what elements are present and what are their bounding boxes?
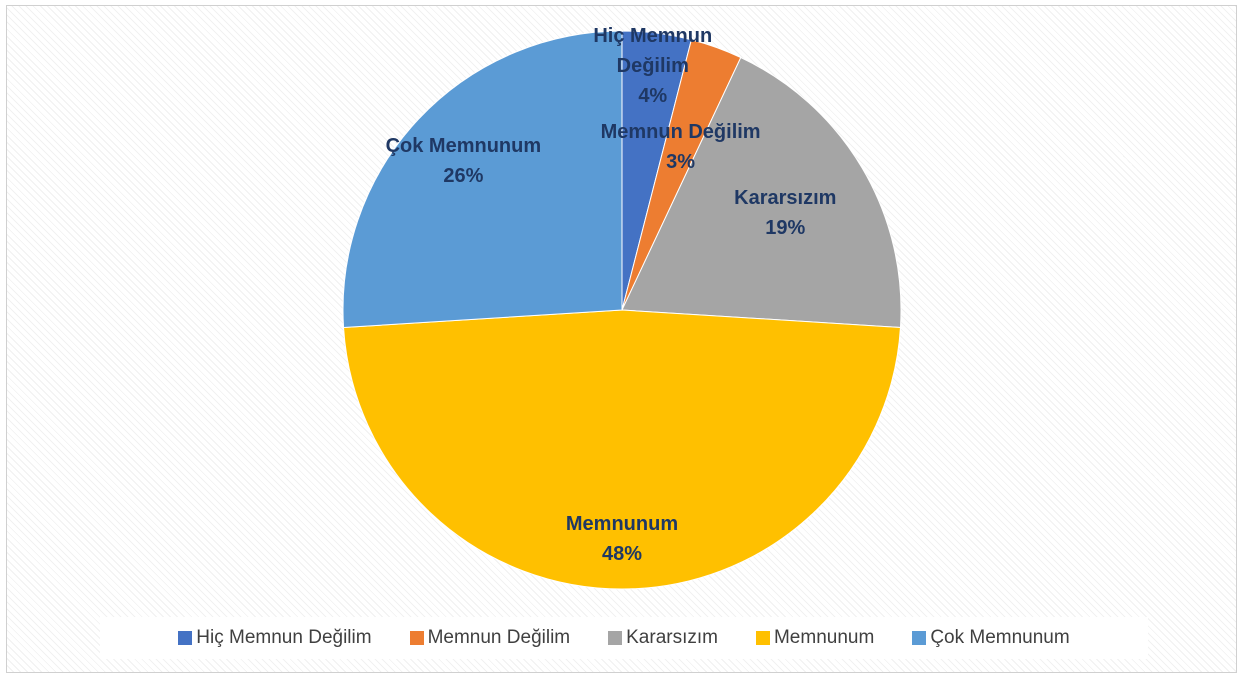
legend-swatch <box>409 631 424 645</box>
data-label-value: 26% <box>443 165 484 188</box>
legend-label: Hiç Memnun Değilim <box>196 627 372 648</box>
data-label-category: Çok Memnunum <box>385 135 542 158</box>
legend-label: Memnunum <box>773 627 875 648</box>
data-label: Memnunum 48% <box>532 509 712 569</box>
data-label-value: 3% <box>666 151 696 174</box>
legend-label: Çok Memnunum <box>930 627 1070 648</box>
legend-item: Çok Memnunum <box>912 627 1070 649</box>
data-label: Hiç Memnun Değilim 4% <box>563 21 743 111</box>
data-label-value: 4% <box>638 85 668 108</box>
legend-item: Kararsızım <box>608 627 718 649</box>
data-label: Kararsızım 19% <box>695 183 875 243</box>
pie-slice <box>621 56 902 329</box>
data-label: Memnun Değilim 3% <box>591 117 771 177</box>
legend-swatch <box>178 631 193 645</box>
pie-slice <box>343 309 901 590</box>
legend-item: Memnunum <box>755 627 875 649</box>
data-label-value: 48% <box>601 542 643 565</box>
legend-item: Memnun Değilim <box>409 627 571 649</box>
legend-swatch <box>608 631 623 645</box>
data-label-category: Kararsızım <box>734 187 837 210</box>
legend-item: Hiç Memnun Değilim <box>178 627 372 649</box>
data-label: Çok Memnunum 26% <box>373 131 553 191</box>
data-label-category: Memnunum <box>565 512 679 535</box>
legend-label: Kararsızım <box>626 627 718 648</box>
pie-slice <box>342 30 623 329</box>
legend: Hiç Memnun Değilim Memnun Değilim Kararsız… <box>100 617 1148 659</box>
data-label-value: 19% <box>765 217 806 240</box>
legend-label: Memnun Değilim <box>427 627 571 648</box>
data-label-category: Hiç Memnun Değilim <box>593 25 713 78</box>
legend-swatch <box>755 631 770 645</box>
data-label-category: Memnun Değilim <box>600 121 761 144</box>
legend-swatch <box>912 631 927 645</box>
